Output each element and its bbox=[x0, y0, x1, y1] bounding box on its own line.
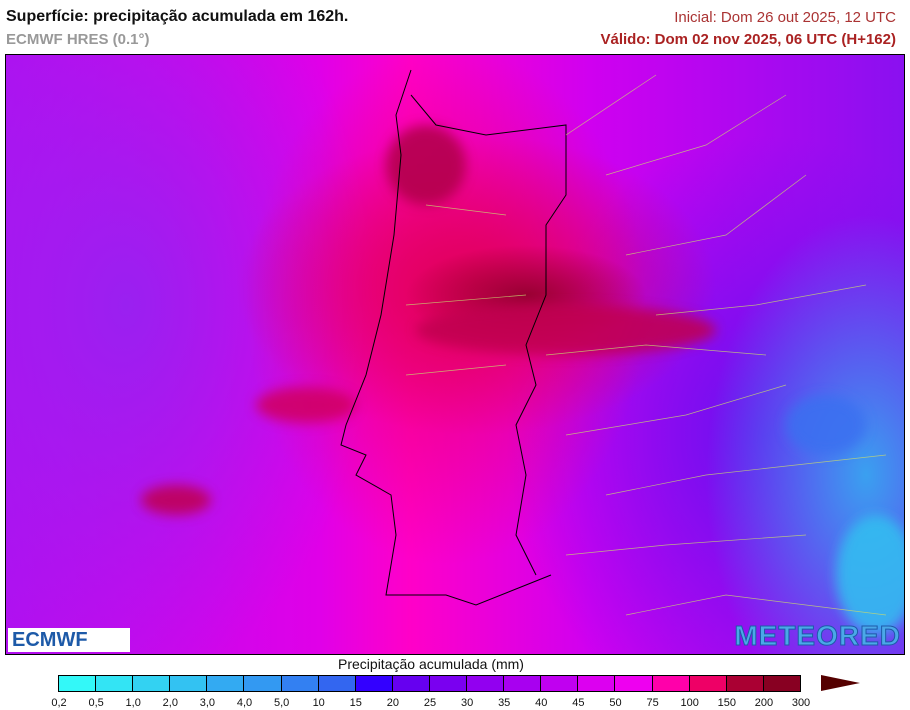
map-title: Superfície: precipitação acumulada em 16… bbox=[6, 8, 349, 25]
precip-blob bbox=[386, 125, 466, 205]
map-overlay bbox=[141, 69, 904, 635]
colorbar-cell bbox=[614, 675, 653, 692]
region-lines bbox=[405, 74, 887, 616]
precip-blob bbox=[141, 485, 211, 515]
colorbar-tick-label: 3,0 bbox=[199, 697, 216, 709]
colorbar-cell bbox=[725, 675, 764, 692]
precip-blob bbox=[416, 305, 716, 355]
coastline bbox=[340, 69, 552, 606]
colorbar-cell bbox=[391, 675, 430, 692]
colorbar-tick-label: 300 bbox=[791, 697, 811, 709]
colorbar-cell bbox=[540, 675, 579, 692]
colorbar-tick-label: 10 bbox=[312, 697, 325, 709]
colorbar-tick-label: 0,5 bbox=[88, 697, 104, 709]
initial-time: Inicial: Dom 26 out 2025, 12 UTC bbox=[674, 9, 896, 26]
colorbar-cell bbox=[466, 675, 505, 692]
colorbar-tick-label: 40 bbox=[535, 697, 548, 709]
precip-blob bbox=[786, 395, 866, 455]
colorbar-cell bbox=[243, 675, 282, 692]
colorbar-title: Precipitação acumulada (mm) bbox=[338, 656, 524, 672]
ecmwf-logo: ECMWF bbox=[8, 628, 130, 652]
colorbar-tick-label: 45 bbox=[572, 697, 585, 709]
precip-blob bbox=[836, 515, 904, 635]
colorbar-cell bbox=[132, 675, 171, 692]
colorbar-tick-label: 15 bbox=[349, 697, 362, 709]
colorbar-tick-label: 200 bbox=[754, 697, 774, 709]
colorbar-tick-label: 0,2 bbox=[51, 697, 67, 709]
colorbar-overflow-arrow bbox=[821, 675, 860, 691]
colorbar-tick-label: 25 bbox=[423, 697, 437, 709]
colorbar-tick-label: 2,0 bbox=[162, 697, 178, 709]
colorbar-cell bbox=[317, 675, 356, 692]
border-line bbox=[410, 94, 567, 576]
colorbar-cell bbox=[577, 675, 616, 692]
colorbar-cell bbox=[503, 675, 542, 692]
colorbar-tick-label: 75 bbox=[646, 697, 659, 709]
colorbar-cell bbox=[651, 675, 690, 692]
colorbar-tick-label: 20 bbox=[386, 697, 400, 709]
colorbar-cell bbox=[762, 675, 801, 692]
colorbar-tick-label: 150 bbox=[717, 697, 736, 709]
colorbar-tick-label: 30 bbox=[460, 697, 474, 709]
colorbar bbox=[58, 675, 801, 692]
colorbar-cell bbox=[280, 675, 319, 692]
colorbar-tick-label: 1,0 bbox=[125, 697, 141, 709]
colorbar-cell bbox=[428, 675, 468, 692]
precip-blob bbox=[256, 387, 356, 423]
colorbar-cell bbox=[688, 675, 727, 692]
colorbar-tick-label: 35 bbox=[498, 697, 511, 709]
colorbar-cell bbox=[206, 675, 245, 692]
colorbar-cell bbox=[95, 675, 134, 692]
colorbar-cell bbox=[354, 675, 393, 692]
colorbar-cell bbox=[169, 675, 208, 692]
precipitation-map[interactable]: ECMWF METEORED bbox=[5, 54, 905, 655]
meteored-logo: METEORED bbox=[734, 620, 901, 652]
model-name: ECMWF HRES (0.1°) bbox=[6, 31, 150, 48]
colorbar-cell bbox=[58, 675, 97, 692]
colorbar-tick-label: 100 bbox=[680, 697, 699, 709]
valid-time: Válido: Dom 02 nov 2025, 06 UTC (H+162) bbox=[600, 31, 896, 48]
colorbar-tick-label: 50 bbox=[609, 697, 622, 709]
colorbar-tick-label: 4,0 bbox=[236, 697, 253, 709]
colorbar-tick-label: 5,0 bbox=[273, 697, 290, 709]
